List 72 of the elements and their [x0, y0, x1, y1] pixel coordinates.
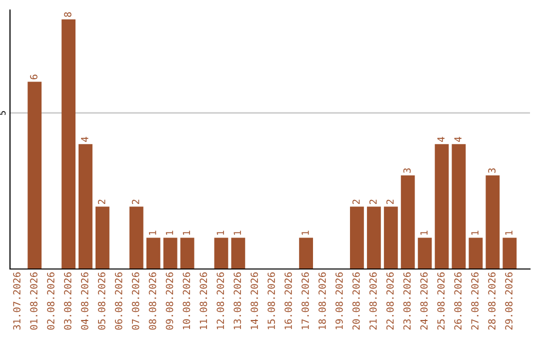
data-label: 1 [166, 230, 174, 235]
data-label: 6 [30, 74, 38, 80]
data-label: 1 [302, 230, 309, 235]
x-tick-label: 02.08.2026 [47, 272, 54, 330]
x-tick-label: 05.08.2026 [98, 272, 106, 330]
data-label: 1 [216, 230, 224, 235]
bar [350, 206, 364, 269]
data-label: 1 [471, 230, 478, 235]
x-tick-label: 28.08.2026 [488, 272, 496, 330]
x-tick-label: 10.08.2026 [182, 272, 190, 330]
x-tick-label: 29.08.2026 [505, 272, 512, 330]
bar [468, 238, 483, 269]
data-label: 1 [234, 230, 241, 235]
data-label: 4 [437, 136, 444, 142]
data-label: 1 [182, 230, 190, 235]
x-tick-label: 14.08.2026 [250, 272, 258, 330]
bar [180, 238, 194, 269]
bar [146, 238, 160, 269]
bar [28, 82, 42, 269]
x-tick-label: 15.08.2026 [268, 272, 275, 330]
bar [366, 206, 381, 269]
data-label: 1 [505, 230, 512, 235]
bar [452, 144, 466, 269]
x-tick-label: 20.08.2026 [352, 272, 360, 330]
x-tick-label: 09.08.2026 [166, 272, 174, 330]
x-tick-label: 26.08.2026 [454, 272, 462, 330]
bar [96, 206, 110, 269]
x-tick-label: 25.08.2026 [437, 272, 445, 330]
data-label: 2 [352, 200, 360, 204]
bar [129, 206, 144, 269]
x-tick-label: 21.08.2026 [369, 272, 377, 330]
x-tick-label: 19.08.2026 [335, 272, 343, 330]
x-tick-label: 07.08.2026 [132, 272, 140, 330]
bar [231, 238, 246, 269]
x-tick-label: 08.08.2026 [148, 272, 156, 330]
x-tick-label: 04.08.2026 [80, 272, 88, 330]
data-label: 2 [132, 200, 140, 204]
data-label: 1 [420, 230, 428, 235]
data-label: 3 [488, 168, 496, 173]
data-label: 4 [454, 136, 462, 142]
data-label: 8 [64, 12, 72, 17]
x-tick-label: 22.08.2026 [386, 272, 394, 330]
bar [486, 175, 500, 269]
bar [502, 238, 517, 269]
bar [418, 238, 432, 269]
bar [78, 144, 92, 269]
x-tick-label: 06.08.2026 [114, 272, 122, 330]
x-tick-label: 13.08.2026 [234, 272, 242, 330]
x-tick-label: 16.08.2026 [284, 272, 292, 330]
x-tick-label: 24.08.2026 [420, 272, 428, 330]
bar [434, 144, 449, 269]
bar [400, 175, 415, 269]
bar [214, 238, 228, 269]
bar [163, 238, 178, 269]
x-tick-label: 11.08.2026 [200, 272, 208, 330]
data-label: 2 [369, 200, 377, 204]
x-tick-label: 23.08.2026 [403, 272, 411, 330]
data-label: 2 [98, 200, 106, 204]
data-label: 1 [148, 230, 156, 235]
x-tick-label: 03.08.2026 [64, 272, 72, 330]
bar [62, 19, 76, 269]
data-label: 4 [81, 136, 88, 142]
data-label: 3 [403, 168, 411, 173]
x-tick-label: 27.08.2026 [471, 272, 479, 330]
x-tick-label: 17.08.2026 [302, 272, 309, 330]
x-tick-label: 31.07.2026 [13, 272, 20, 330]
data-label: 2 [386, 200, 394, 204]
x-tick-label: 12.08.2026 [216, 272, 224, 330]
x-tick-label: 01.08.2026 [30, 272, 38, 330]
bar [384, 206, 398, 269]
bar [299, 238, 314, 269]
x-tick-label: 18.08.2026 [318, 272, 326, 330]
